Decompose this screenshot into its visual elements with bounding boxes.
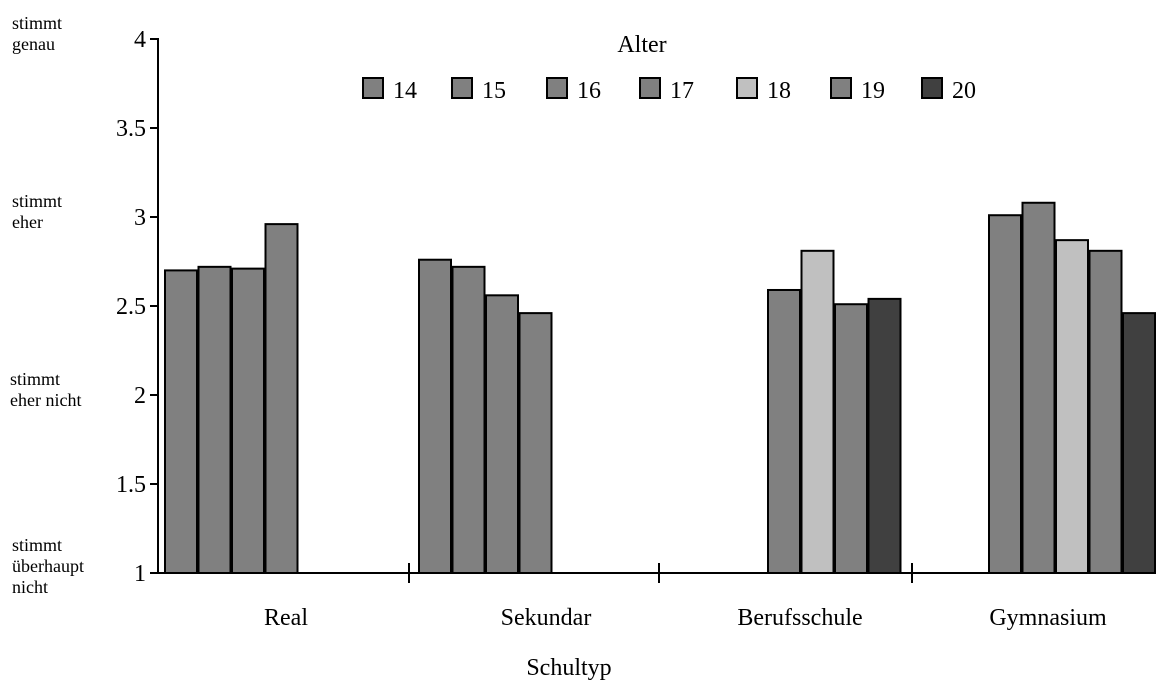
bar-17	[518, 312, 553, 574]
x-axis-labels: Real Sekundar Berufsschule Gymnasium	[264, 605, 1107, 631]
y-scale-anchor-label: überhaupt	[12, 556, 84, 576]
x-category-label: Sekundar	[501, 605, 592, 631]
bar-14	[164, 269, 198, 574]
legend-swatch-17	[639, 77, 661, 99]
x-axis-title: Schultyp	[526, 655, 611, 681]
legend-label-15: 15	[482, 78, 506, 104]
bars	[164, 201, 1156, 574]
x-category-label: Berufsschule	[737, 605, 862, 631]
y-tick-label: 1	[134, 561, 146, 587]
bar-16	[231, 267, 265, 574]
legend-title: Alter	[617, 32, 666, 58]
y-tick-label: 2.5	[116, 294, 146, 320]
legend-label-20: 20	[952, 78, 976, 104]
bar-18	[1055, 239, 1089, 574]
bar-19	[834, 303, 868, 574]
y-scale-anchor-label: eher	[12, 212, 43, 232]
legend-swatch-19	[830, 77, 852, 99]
y-tick-label: 1.5	[116, 472, 146, 498]
y-scale-anchor-label: stimmt	[12, 191, 62, 211]
y-tick-label: 3	[134, 205, 146, 231]
bar-19	[1088, 249, 1123, 574]
y-axis-labels: 11.522.533.54stimmtgenaustimmteherstimmt…	[10, 13, 146, 597]
bar-15	[451, 265, 486, 574]
bar-16	[988, 214, 1022, 574]
y-scale-anchor-label: eher nicht	[10, 390, 81, 410]
legend-label-18: 18	[767, 78, 791, 104]
legend-label-17: 17	[670, 78, 694, 104]
legend-label-14: 14	[393, 78, 417, 104]
x-category-label: Real	[264, 605, 308, 631]
bar-20	[867, 297, 902, 574]
y-tick-label: 2	[134, 383, 146, 409]
legend: Alter 14 15 16 17 18 19 20	[362, 32, 976, 104]
bar-18	[800, 249, 835, 574]
legend-swatch-15	[451, 77, 473, 99]
bar-20	[1122, 312, 1156, 574]
bar-15	[197, 265, 232, 574]
legend-swatch-14	[362, 77, 384, 99]
y-scale-anchor-label: stimmt	[12, 13, 62, 33]
legend-swatch-16	[546, 77, 568, 99]
y-scale-anchor-label: genau	[12, 34, 55, 54]
bar-17	[264, 223, 299, 574]
bar-16	[485, 294, 519, 574]
legend-label-19: 19	[861, 78, 885, 104]
y-scale-anchor-label: stimmt	[12, 535, 62, 555]
legend-label-16: 16	[577, 78, 601, 104]
y-scale-anchor-label: stimmt	[10, 369, 60, 389]
x-category-label: Gymnasium	[989, 605, 1107, 631]
legend-swatch-18	[736, 77, 758, 99]
y-tick-label: 3.5	[116, 116, 146, 142]
y-scale-anchor-label: nicht	[12, 577, 48, 597]
bar-17	[1021, 201, 1056, 574]
legend-swatch-20	[921, 77, 943, 99]
bar-17	[767, 288, 801, 574]
y-tick-label: 4	[134, 27, 146, 53]
bar-14	[418, 258, 452, 574]
